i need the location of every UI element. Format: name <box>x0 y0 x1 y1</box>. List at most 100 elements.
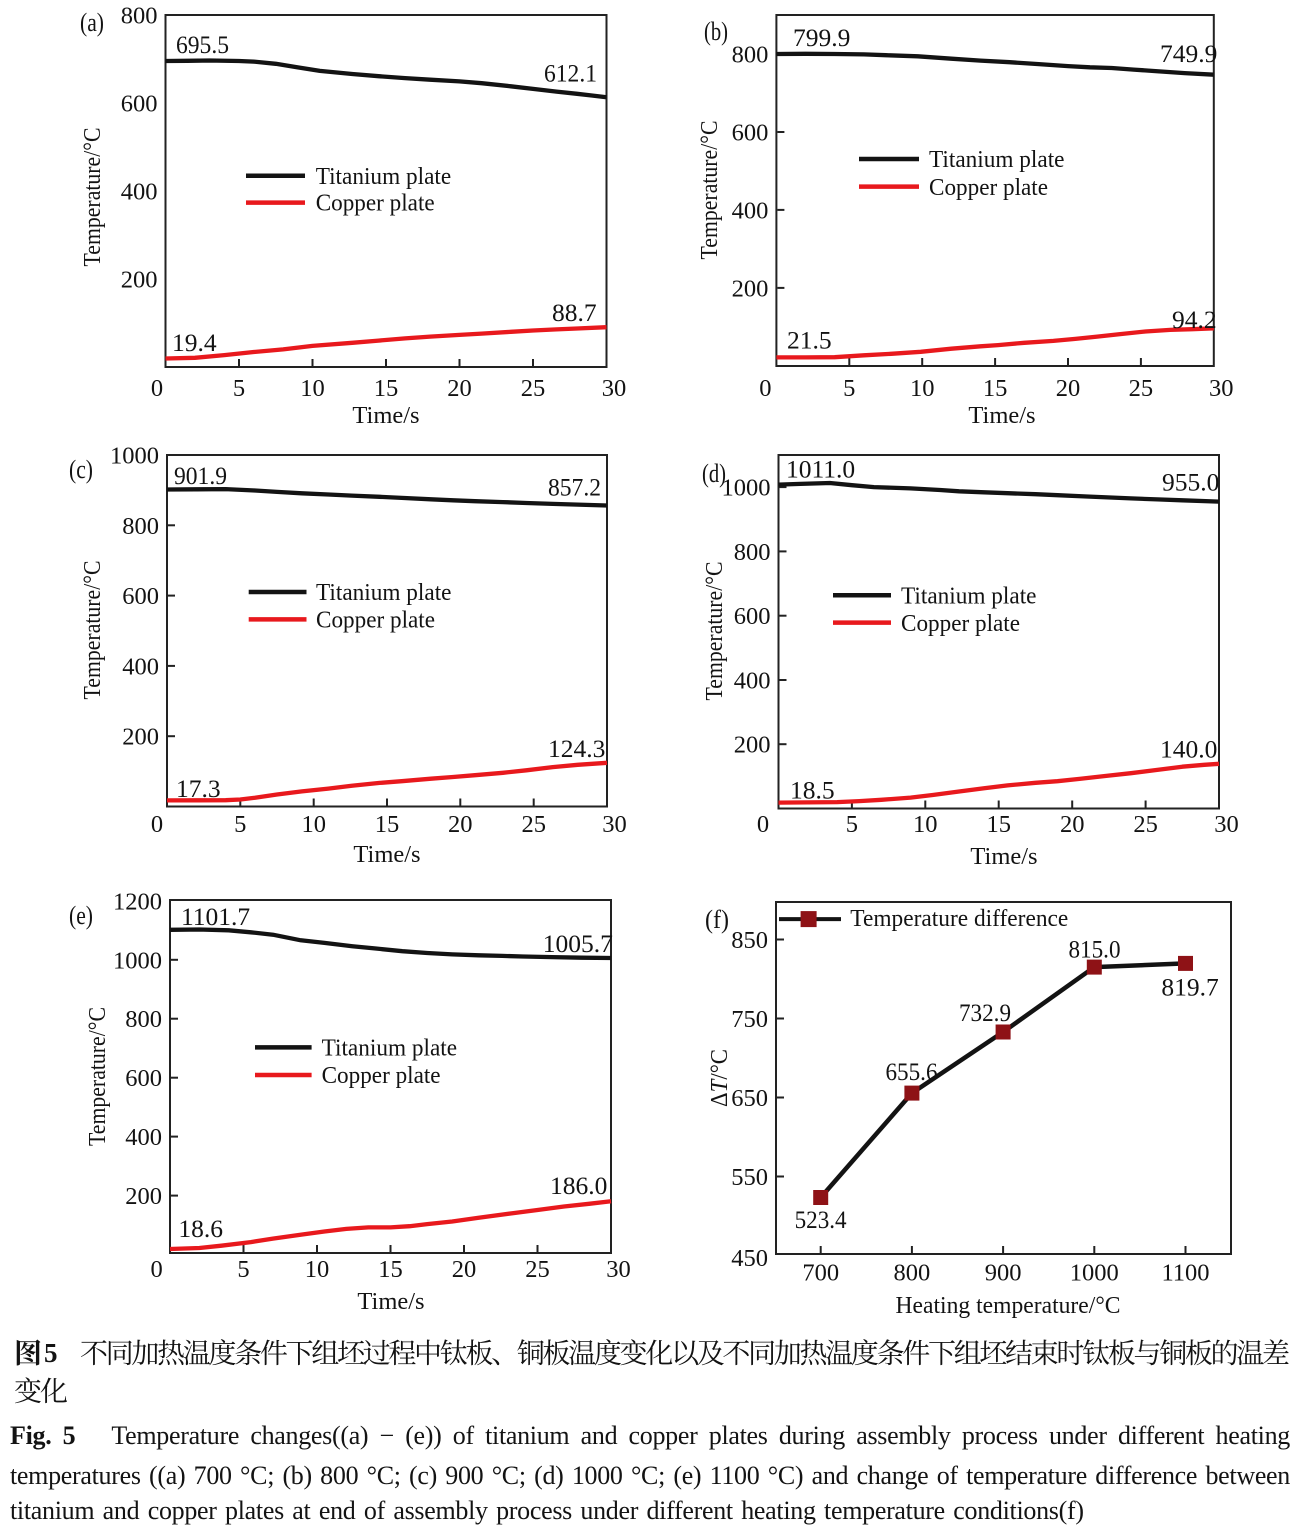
svg-text:30: 30 <box>602 375 627 402</box>
svg-text:5: 5 <box>237 1256 249 1283</box>
svg-text:800: 800 <box>121 3 158 30</box>
svg-text:600: 600 <box>734 603 771 630</box>
svg-text:10: 10 <box>305 1256 330 1283</box>
svg-text:1011.0: 1011.0 <box>786 455 855 484</box>
svg-text:600: 600 <box>121 91 158 118</box>
svg-text:732.9: 732.9 <box>959 998 1011 1027</box>
svg-text:Temperature difference: Temperature difference <box>850 906 1068 932</box>
svg-text:800: 800 <box>894 1260 931 1287</box>
svg-text:15: 15 <box>983 375 1008 402</box>
svg-text:20: 20 <box>1056 375 1081 402</box>
svg-text:5: 5 <box>233 375 245 402</box>
svg-text:19.4: 19.4 <box>172 328 217 357</box>
svg-text:(c): (c) <box>69 455 93 484</box>
svg-text:200: 200 <box>121 267 158 294</box>
svg-text:1200: 1200 <box>113 888 162 915</box>
svg-text:800: 800 <box>125 1006 162 1033</box>
svg-text:612.1: 612.1 <box>544 59 597 88</box>
svg-text:(b): (b) <box>704 17 728 46</box>
svg-text:655.6: 655.6 <box>886 1057 938 1086</box>
svg-text:18.5: 18.5 <box>790 776 835 805</box>
svg-text:Time/s: Time/s <box>353 841 420 868</box>
svg-text:0: 0 <box>151 375 163 402</box>
svg-text:(d): (d) <box>702 459 726 488</box>
svg-text:Time/s: Time/s <box>357 1288 424 1315</box>
svg-text:1005.7: 1005.7 <box>543 929 613 958</box>
svg-text:10: 10 <box>913 811 938 838</box>
svg-text:955.0: 955.0 <box>1162 468 1219 497</box>
svg-text:20: 20 <box>447 375 472 402</box>
svg-text:200: 200 <box>732 275 769 302</box>
svg-text:600: 600 <box>125 1065 162 1092</box>
svg-text:Copper plate: Copper plate <box>901 611 1020 637</box>
svg-text:25: 25 <box>1133 811 1158 838</box>
svg-text:10: 10 <box>910 375 935 402</box>
svg-text:140.0: 140.0 <box>1160 735 1217 764</box>
svg-text:15: 15 <box>375 811 400 838</box>
svg-text:10: 10 <box>301 811 326 838</box>
svg-text:815.0: 815.0 <box>1069 935 1121 964</box>
svg-text:400: 400 <box>732 197 769 224</box>
svg-text:15: 15 <box>986 811 1011 838</box>
svg-text:900: 900 <box>985 1260 1022 1287</box>
svg-text:Temperature/°C: Temperature/°C <box>84 1007 111 1146</box>
svg-text:819.7: 819.7 <box>1161 973 1219 1002</box>
svg-text:10: 10 <box>300 375 325 402</box>
svg-text:Titanium plate: Titanium plate <box>316 164 452 190</box>
svg-text:Temperature/°C: Temperature/°C <box>696 121 723 260</box>
svg-text:25: 25 <box>521 811 546 838</box>
svg-text:901.9: 901.9 <box>174 461 227 490</box>
svg-text:Heating temperature/°C: Heating temperature/°C <box>896 1292 1121 1319</box>
svg-text:Titanium plate: Titanium plate <box>901 583 1037 609</box>
svg-text:15: 15 <box>378 1256 403 1283</box>
svg-text:30: 30 <box>602 811 627 838</box>
svg-text:1000: 1000 <box>722 475 771 502</box>
svg-text:700: 700 <box>802 1260 839 1287</box>
svg-text:30: 30 <box>1214 811 1239 838</box>
svg-text:Copper plate: Copper plate <box>929 175 1048 201</box>
svg-text:20: 20 <box>1060 811 1085 838</box>
svg-text:5: 5 <box>234 811 246 838</box>
svg-text:Time/s: Time/s <box>352 402 419 429</box>
svg-text:800: 800 <box>734 539 771 566</box>
svg-text:523.4: 523.4 <box>795 1205 847 1234</box>
svg-text:1100: 1100 <box>1161 1260 1209 1287</box>
svg-text:1101.7: 1101.7 <box>181 902 250 931</box>
svg-text:25: 25 <box>525 1256 550 1283</box>
svg-text:Temperature/°C: Temperature/°C <box>79 128 106 267</box>
svg-text:18.6: 18.6 <box>178 1214 223 1243</box>
svg-text:400: 400 <box>125 1124 162 1151</box>
svg-text:Titanium plate: Titanium plate <box>322 1036 458 1062</box>
svg-text:20: 20 <box>452 1256 477 1283</box>
svg-text:749.9: 749.9 <box>1160 39 1217 68</box>
svg-text:Titanium plate: Titanium plate <box>929 147 1065 173</box>
svg-text:857.2: 857.2 <box>548 473 601 502</box>
svg-text:25: 25 <box>1129 375 1154 402</box>
svg-text:Temperature/°C: Temperature/°C <box>79 561 106 700</box>
svg-text:650: 650 <box>731 1085 768 1112</box>
svg-text:695.5: 695.5 <box>176 30 229 59</box>
svg-text:20: 20 <box>448 811 473 838</box>
svg-text:30: 30 <box>606 1256 631 1283</box>
svg-text:17.3: 17.3 <box>176 774 221 803</box>
svg-text:800: 800 <box>122 513 159 540</box>
svg-text:1000: 1000 <box>110 443 159 470</box>
svg-text:ΔT/°C: ΔT/°C <box>706 1049 733 1107</box>
svg-text:200: 200 <box>122 724 159 751</box>
svg-text:200: 200 <box>125 1183 162 1210</box>
svg-text:200: 200 <box>734 732 771 759</box>
svg-text:1000: 1000 <box>113 947 162 974</box>
svg-text:Titanium plate: Titanium plate <box>316 580 452 606</box>
svg-text:Temperature/°C: Temperature/°C <box>701 562 728 701</box>
svg-text:Copper plate: Copper plate <box>322 1063 441 1089</box>
svg-text:186.0: 186.0 <box>550 1171 607 1200</box>
svg-text:25: 25 <box>521 375 546 402</box>
svg-text:(a): (a) <box>80 8 104 37</box>
svg-text:0: 0 <box>150 1256 162 1283</box>
svg-text:600: 600 <box>732 120 769 147</box>
svg-text:600: 600 <box>122 583 159 610</box>
svg-text:750: 750 <box>731 1006 768 1033</box>
svg-text:800: 800 <box>732 42 769 69</box>
svg-text:400: 400 <box>121 179 158 206</box>
svg-text:799.9: 799.9 <box>793 23 850 52</box>
